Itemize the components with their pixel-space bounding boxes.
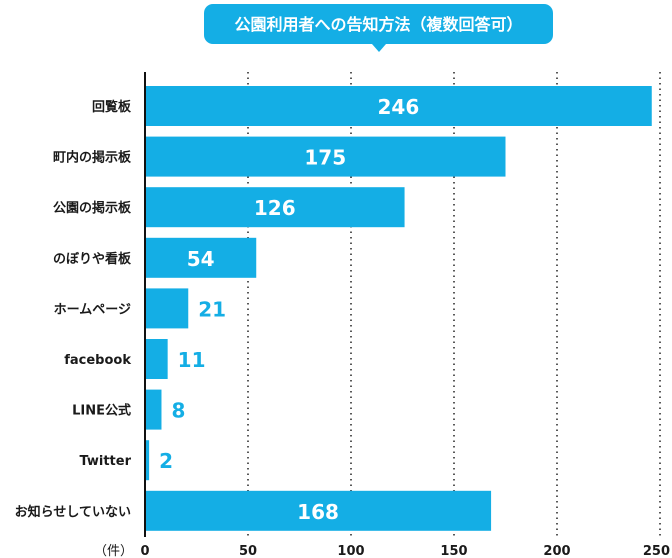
value-label: 168 [297, 500, 339, 524]
bar [145, 440, 150, 481]
value-label: 54 [187, 247, 215, 271]
value-label: 21 [198, 297, 226, 321]
category-label: LINE公式 [72, 403, 131, 419]
x-tick-label: 150 [440, 544, 467, 558]
x-tick-label: 0 [140, 544, 149, 558]
chart-title-banner: 公園利用者への告知方法（複数回答可） [204, 4, 553, 52]
x-tick-label: 200 [543, 544, 570, 558]
bar [145, 490, 492, 531]
category-label: のぼりや看板 [53, 251, 132, 267]
category-label: 町内の掲示板 [53, 150, 132, 166]
category-label: ホームページ [54, 302, 131, 317]
chart-title: 公園利用者への告知方法（複数回答可） [234, 15, 522, 34]
x-tick-label: 250 [643, 544, 670, 558]
bar [145, 86, 652, 126]
bar [145, 187, 405, 228]
value-label: 126 [254, 196, 296, 220]
x-tick-label: 50 [239, 544, 257, 558]
bar [145, 288, 189, 329]
category-label: facebook [64, 353, 131, 368]
bar [145, 339, 168, 379]
axes: （件） [94, 72, 146, 558]
chart-title-background [204, 4, 553, 44]
bar [145, 389, 162, 430]
bar [145, 237, 257, 278]
value-label: 246 [378, 95, 420, 119]
chart-title-pointer [372, 44, 386, 52]
category-label: お知らせしていない [15, 504, 131, 520]
category-label: Twitter [79, 454, 131, 469]
bars [145, 86, 652, 531]
category-label: 公園の掲示板 [53, 200, 132, 216]
x-axis-unit-label: （件） [94, 544, 133, 558]
x-axis-tick-labels: 0 50 100 150 200 250 [140, 544, 670, 558]
x-tick-label: 100 [337, 544, 364, 558]
value-label: 175 [304, 146, 346, 170]
value-label: 2 [159, 449, 173, 473]
bar [145, 136, 506, 177]
value-labels: 246 175 126 54 21 11 8 2 168 [159, 95, 419, 524]
value-label: 8 [171, 399, 185, 423]
category-label: 回覧板 [92, 99, 132, 115]
value-label: 11 [178, 348, 206, 372]
